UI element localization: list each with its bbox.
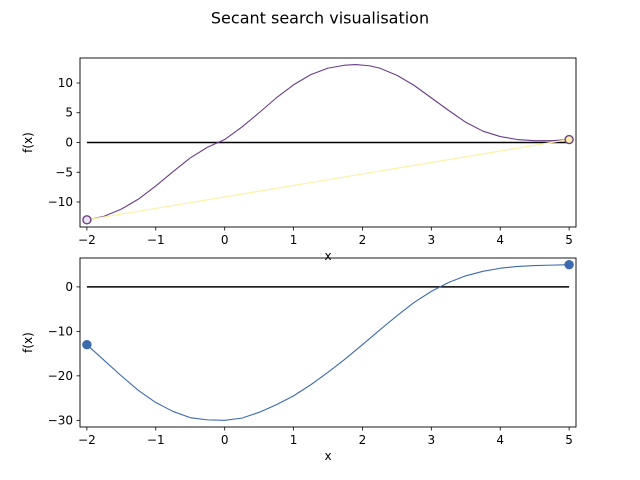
endpoint-marker-0 xyxy=(82,340,92,350)
x-axis-label: x xyxy=(324,449,331,463)
x-tick-label: −1 xyxy=(147,433,165,447)
x-tick-label: 0 xyxy=(221,233,229,247)
chart-title: Secant search visualisation xyxy=(211,9,429,28)
endpoint-marker-1 xyxy=(564,259,574,270)
endpoint-marker-0 xyxy=(82,215,92,225)
x-tick-label: 4 xyxy=(496,233,504,247)
x-tick-label: 1 xyxy=(290,433,298,447)
secant-line xyxy=(86,138,570,221)
x-axis-label: x xyxy=(324,249,331,263)
y-tick-label: −20 xyxy=(48,369,73,383)
function-curve xyxy=(86,64,570,221)
axes-frame xyxy=(79,257,577,428)
x-tick-label: −2 xyxy=(78,433,96,447)
x-tick-label: 5 xyxy=(565,433,573,447)
x-tick-label: −2 xyxy=(78,233,96,247)
y-tick-label: −10 xyxy=(48,195,73,209)
x-tick-label: 5 xyxy=(565,233,573,247)
x-tick-label: 3 xyxy=(428,433,436,447)
y-tick-label: −5 xyxy=(55,165,73,179)
x-tick-label: 2 xyxy=(359,233,367,247)
endpoint-marker-1 xyxy=(564,134,574,145)
y-axis-label: f(x) xyxy=(21,132,35,153)
x-tick-label: 4 xyxy=(496,433,504,447)
y-tick-label: 0 xyxy=(65,136,73,150)
function-curve xyxy=(86,264,570,421)
x-tick-label: −1 xyxy=(147,233,165,247)
y-tick-label: 0 xyxy=(65,280,73,294)
x-tick-label: 1 xyxy=(290,233,298,247)
x-tick-label: 0 xyxy=(221,433,229,447)
y-tick-label: 10 xyxy=(58,76,73,90)
y-axis-label: f(x) xyxy=(21,332,35,353)
y-tick-label: −10 xyxy=(48,324,73,338)
y-tick-label: −30 xyxy=(48,413,73,427)
x-tick-label: 2 xyxy=(359,433,367,447)
x-tick-label: 3 xyxy=(428,233,436,247)
y-tick-label: 5 xyxy=(65,106,73,120)
